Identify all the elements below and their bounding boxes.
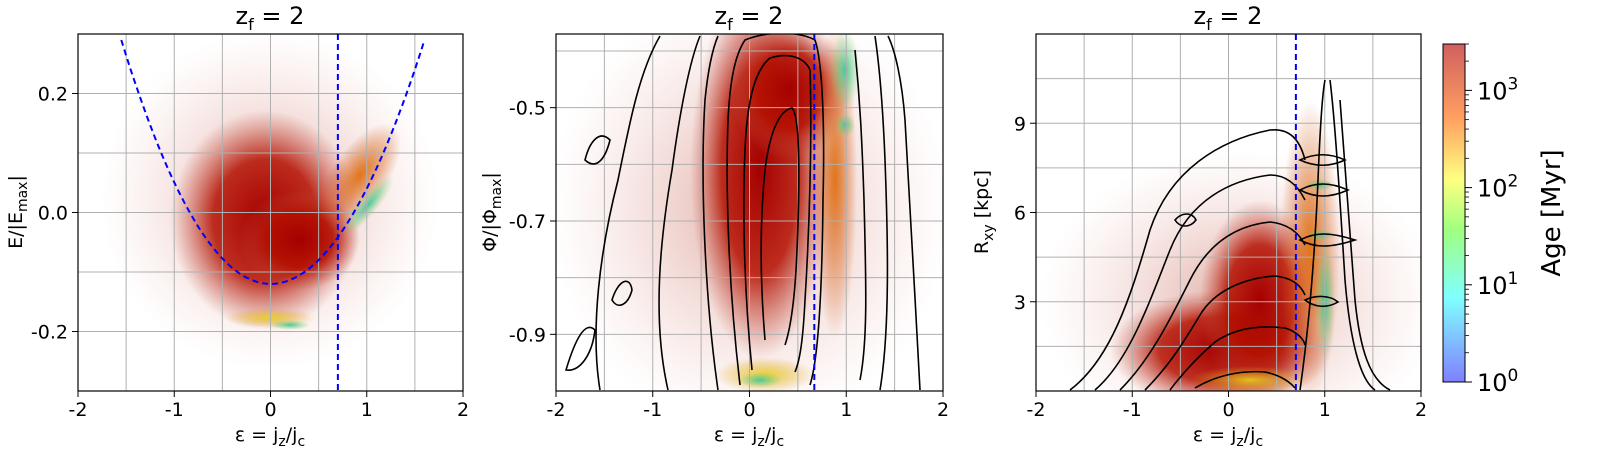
x-tick-label: 2 xyxy=(937,399,949,421)
reference-parabola xyxy=(120,39,426,285)
y-axis-label: Φ/|Φmax| xyxy=(479,172,505,252)
x-axis-label: ε = jz/jc xyxy=(1193,424,1263,450)
y-axis-label: E/|Emax| xyxy=(5,175,31,249)
y-tick-label: 9 xyxy=(1014,113,1026,135)
x-tick-label: -2 xyxy=(1027,399,1046,421)
panel-title: zf = 2 xyxy=(715,2,784,34)
x-tick-label: -1 xyxy=(643,399,662,421)
colorbar-tick-label: 102 xyxy=(1477,172,1518,203)
contours xyxy=(564,34,921,391)
reference-lines xyxy=(120,34,426,391)
panel-energy: -2 -1 0 1 2 -0.2 0.0 0.2 zf = 2 ε = jz/jc E/|Em… xyxy=(5,2,469,450)
panel-radius: -2 -1 0 1 2 3 6 9 zf = 2 ε = jz/jc Rxy [kpc] xyxy=(971,2,1427,450)
x-axis-label: ε = jz/jc xyxy=(714,424,784,450)
x-tick-label: 2 xyxy=(1415,399,1427,421)
x-tick-label: 2 xyxy=(457,399,469,421)
colorbar-tick-label: 103 xyxy=(1477,74,1518,105)
x-tick-label: 1 xyxy=(361,399,373,421)
colorbar: 100 101 102 103 Age [Myr] xyxy=(1442,43,1567,397)
contours xyxy=(1069,79,1391,391)
gridlines xyxy=(1036,34,1421,391)
y-tick-label: -0.7 xyxy=(509,211,546,233)
ticks: -2 -1 0 1 2 -0.2 0.0 0.2 xyxy=(31,84,469,422)
y-tick-label: 6 xyxy=(1014,203,1026,225)
y-tick-label: -0.5 xyxy=(509,98,546,120)
colorbar-label: Age [Myr] xyxy=(1537,149,1567,276)
x-tick-label: 0 xyxy=(743,399,755,421)
x-tick-label: 1 xyxy=(840,399,852,421)
colorbar-tick-label: 101 xyxy=(1477,269,1518,300)
panel-potential: -2 -1 0 1 2 -0.9 -0.7 -0.5 zf = 2 ε = jz/jc Φ/|… xyxy=(479,2,949,450)
y-tick-label: 0.0 xyxy=(38,203,68,225)
x-tick-label: 1 xyxy=(1319,399,1331,421)
y-tick-label: -0.9 xyxy=(509,324,546,346)
panel-title: zf = 2 xyxy=(1194,2,1263,34)
colorbar-ticks: 100 101 102 103 xyxy=(1465,43,1518,397)
x-tick-label: -2 xyxy=(69,399,88,421)
y-tick-label: 0.2 xyxy=(38,84,68,106)
x-tick-label: -1 xyxy=(165,399,184,421)
x-tick-label: -1 xyxy=(1123,399,1142,421)
y-tick-label: -0.2 xyxy=(31,322,68,344)
ticks: -2 -1 0 1 2 3 6 9 xyxy=(1014,113,1427,421)
x-tick-label: 0 xyxy=(1222,399,1234,421)
colorbar-gradient xyxy=(1442,43,1466,383)
gridlines xyxy=(78,34,463,391)
y-tick-label: 3 xyxy=(1014,292,1026,314)
colorbar-tick-label: 100 xyxy=(1477,366,1518,397)
x-tick-label: 0 xyxy=(264,399,276,421)
y-axis-label: Rxy [kpc] xyxy=(971,170,997,254)
ticks: -2 -1 0 1 2 -0.9 -0.7 -0.5 xyxy=(509,98,949,421)
x-axis-label: ε = jz/jc xyxy=(235,424,305,450)
x-tick-label: -2 xyxy=(547,399,566,421)
panel-title: zf = 2 xyxy=(236,2,305,34)
